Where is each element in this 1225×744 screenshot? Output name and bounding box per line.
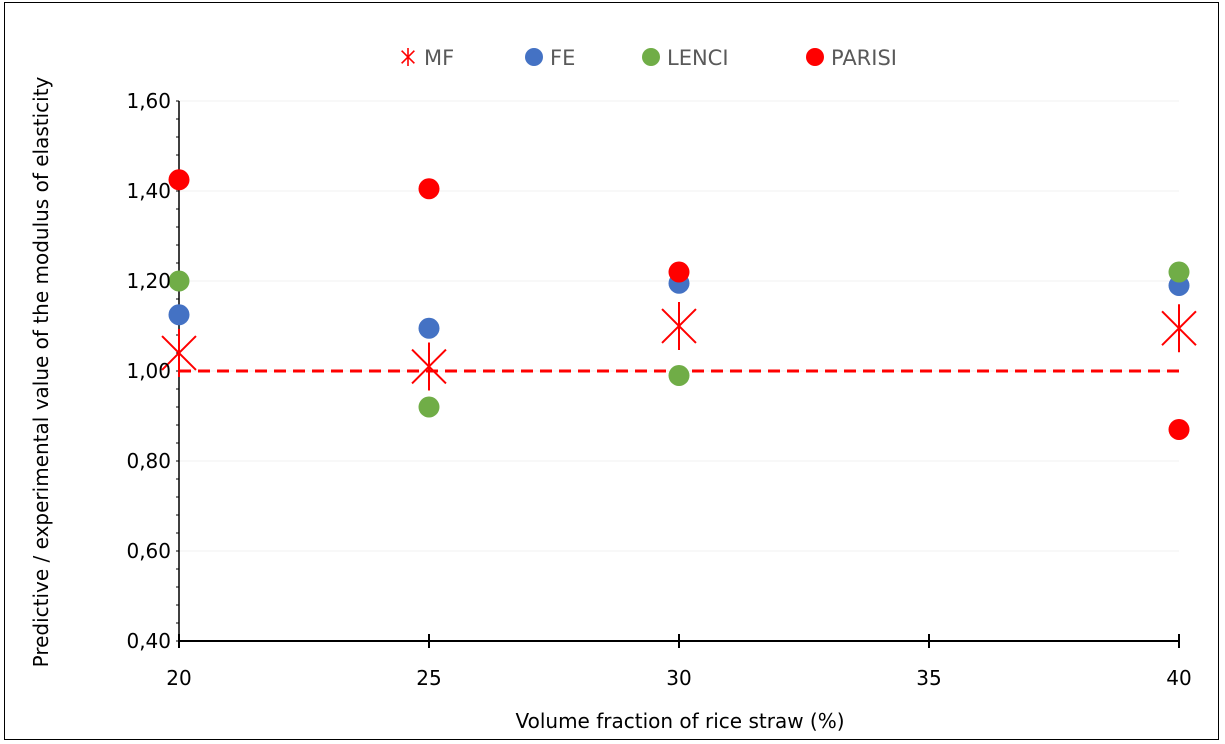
y-tick-label: 1,40 (126, 179, 171, 203)
legend-marker-lenci (642, 48, 660, 66)
y-axis-title: Predictive / experimental value of the m… (29, 76, 53, 667)
data-marks (161, 169, 1197, 440)
mf-point (1161, 304, 1197, 353)
lenci-point (168, 270, 190, 292)
fe-point (168, 304, 190, 326)
legend-marker-fe (525, 48, 543, 66)
x-tick-label: 25 (416, 666, 441, 690)
legend-marker-parisi (806, 48, 824, 66)
y-tick-label: 0,40 (126, 629, 171, 653)
mf-point (661, 302, 697, 350)
legend-label-fe: FE (550, 46, 575, 70)
legend: MF FE LENCI PARISI (401, 46, 897, 70)
lenci-point (668, 365, 690, 386)
parisi-point (668, 261, 690, 283)
lenci-point (1168, 261, 1190, 283)
x-axis-title: Volume fraction of rice straw (%) (515, 709, 844, 733)
y-tick-label: 1,00 (126, 359, 171, 383)
parisi-point (418, 178, 440, 200)
legend-marker-mf (401, 48, 415, 66)
gridlines (179, 100, 1179, 552)
parisi-point (1168, 419, 1190, 440)
y-tick-label: 0,80 (126, 449, 171, 473)
lenci-point (418, 396, 440, 418)
y-tick-label: 1,20 (126, 269, 171, 293)
legend-label-lenci: LENCI (667, 46, 729, 70)
x-tick-label: 30 (666, 666, 691, 690)
legend-label-mf: MF (424, 46, 454, 70)
parisi-point (168, 169, 190, 191)
fe-point (418, 317, 440, 339)
mf-point (161, 329, 197, 377)
tick-labels: 0,40 0,60 0,80 1,00 1,20 1,40 1,60 20 25 30 35 40 (126, 89, 1191, 690)
y-tick-label: 0,60 (126, 539, 171, 563)
x-tick-label: 20 (166, 666, 191, 690)
legend-label-parisi: PARISI (831, 46, 897, 70)
mf-point (411, 342, 447, 391)
x-tick-label: 35 (916, 666, 941, 690)
x-tick-label: 40 (1166, 666, 1191, 690)
y-tick-label: 1,60 (126, 89, 171, 113)
